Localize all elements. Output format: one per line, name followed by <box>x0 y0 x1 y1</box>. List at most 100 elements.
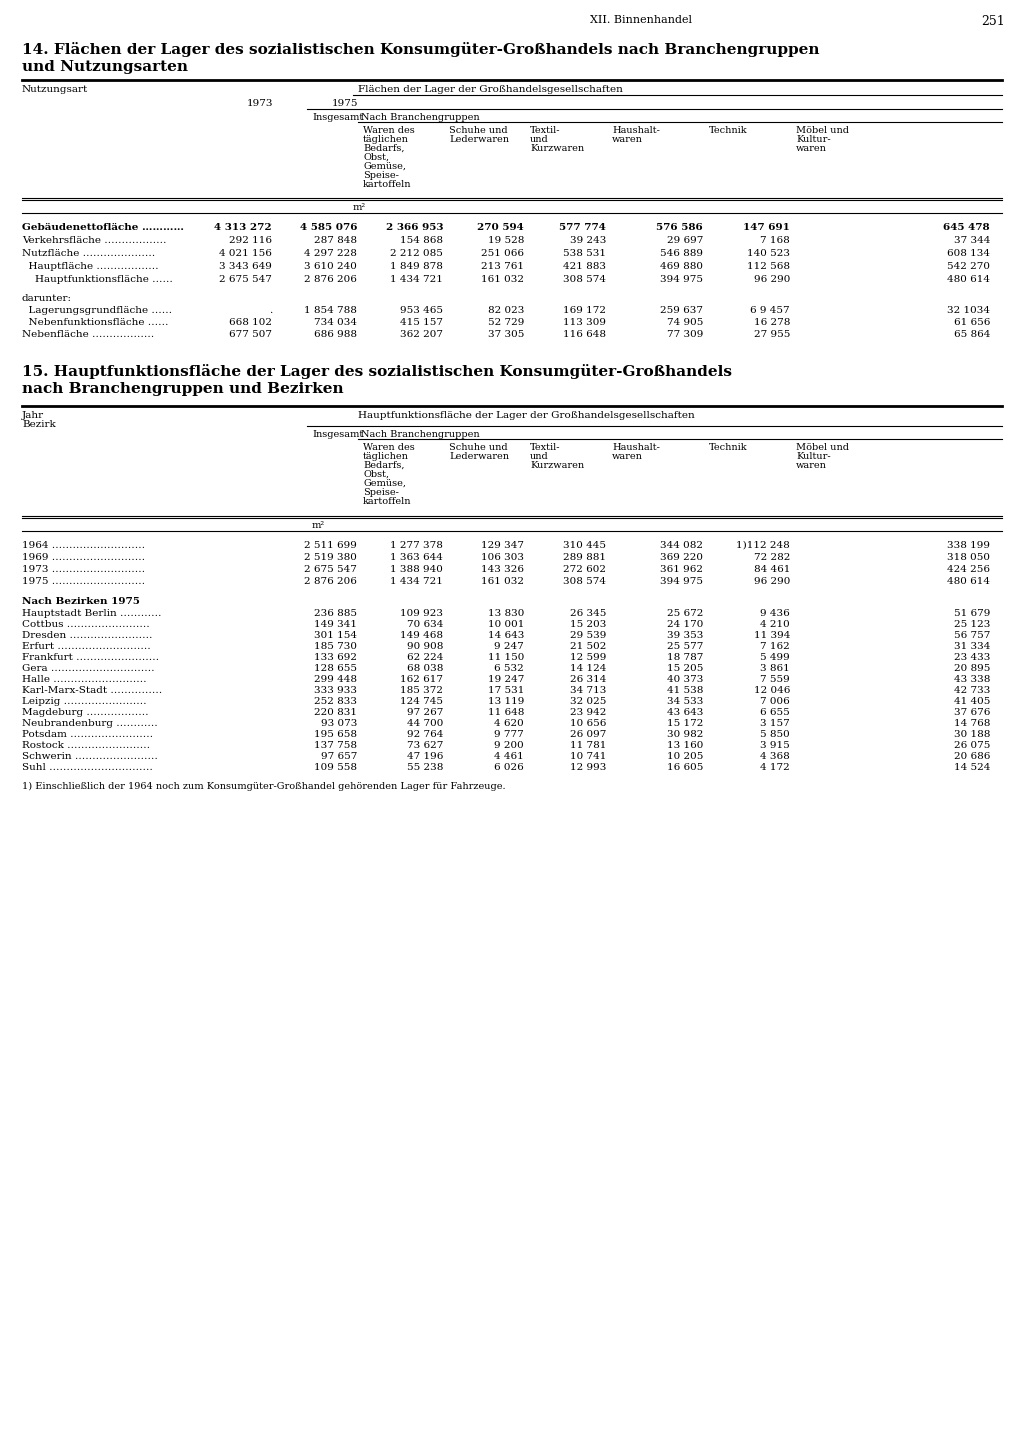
Text: Textil-: Textil- <box>530 443 560 452</box>
Text: Verkehrsfläche ………………: Verkehrsfläche ……………… <box>22 235 167 245</box>
Text: 149 468: 149 468 <box>400 631 443 640</box>
Text: 4 620: 4 620 <box>495 719 524 728</box>
Text: Hauptfunktionsfläche der Lager der Großhandelsgesellschaften: Hauptfunktionsfläche der Lager der Großh… <box>358 410 694 420</box>
Text: 140 523: 140 523 <box>746 250 790 258</box>
Text: 9 777: 9 777 <box>495 730 524 739</box>
Text: 542 270: 542 270 <box>947 263 990 271</box>
Text: 10 205: 10 205 <box>667 752 703 761</box>
Text: Haushalt-: Haushalt- <box>612 443 659 452</box>
Text: 77 309: 77 309 <box>667 330 703 339</box>
Text: 44 700: 44 700 <box>407 719 443 728</box>
Text: 3 157: 3 157 <box>760 719 790 728</box>
Text: 68 038: 68 038 <box>407 664 443 673</box>
Text: 13 119: 13 119 <box>487 697 524 706</box>
Text: 308 574: 308 574 <box>563 276 606 284</box>
Text: 16 605: 16 605 <box>667 763 703 772</box>
Text: 161 032: 161 032 <box>481 276 524 284</box>
Text: 318 050: 318 050 <box>947 552 990 563</box>
Text: Kultur-: Kultur- <box>796 135 830 144</box>
Text: 62 224: 62 224 <box>407 653 443 662</box>
Text: 147 691: 147 691 <box>743 222 790 232</box>
Text: 124 745: 124 745 <box>400 697 443 706</box>
Text: m²: m² <box>312 521 326 530</box>
Text: 93 073: 93 073 <box>321 719 357 728</box>
Text: 43 338: 43 338 <box>953 674 990 684</box>
Text: 1 434 721: 1 434 721 <box>390 276 443 284</box>
Text: 19 247: 19 247 <box>487 674 524 684</box>
Text: Jahr: Jahr <box>22 410 44 420</box>
Text: Möbel und: Möbel und <box>796 126 849 135</box>
Text: 39 353: 39 353 <box>667 631 703 640</box>
Text: 37 676: 37 676 <box>953 707 990 718</box>
Text: Magdeburg ………………: Magdeburg ……………… <box>22 707 148 718</box>
Text: 65 864: 65 864 <box>953 330 990 339</box>
Text: 5 850: 5 850 <box>760 730 790 739</box>
Text: 301 154: 301 154 <box>314 631 357 640</box>
Text: 169 172: 169 172 <box>563 306 606 316</box>
Text: 23 942: 23 942 <box>569 707 606 718</box>
Text: 34 713: 34 713 <box>569 686 606 695</box>
Text: 11 394: 11 394 <box>754 631 790 640</box>
Text: 2 876 206: 2 876 206 <box>304 577 357 585</box>
Text: 259 637: 259 637 <box>660 306 703 316</box>
Text: 421 883: 421 883 <box>563 263 606 271</box>
Text: Nebenfunktionsfläche ……: Nebenfunktionsfläche …… <box>22 319 169 327</box>
Text: 220 831: 220 831 <box>314 707 357 718</box>
Text: 116 648: 116 648 <box>563 330 606 339</box>
Text: Schwerin ……………………: Schwerin …………………… <box>22 752 158 761</box>
Text: Nach Branchengruppen: Nach Branchengruppen <box>361 113 479 122</box>
Text: 2 511 699: 2 511 699 <box>304 541 357 550</box>
Text: 1973: 1973 <box>247 99 273 108</box>
Text: 15 172: 15 172 <box>667 719 703 728</box>
Text: waren: waren <box>612 452 643 461</box>
Text: 686 988: 686 988 <box>314 330 357 339</box>
Text: 161 032: 161 032 <box>481 577 524 585</box>
Text: Gemüse,: Gemüse, <box>362 162 406 171</box>
Text: Technik: Technik <box>709 126 748 135</box>
Text: 213 761: 213 761 <box>481 263 524 271</box>
Text: 12 599: 12 599 <box>569 653 606 662</box>
Text: und Nutzungsarten: und Nutzungsarten <box>22 60 188 75</box>
Text: 344 082: 344 082 <box>660 541 703 550</box>
Text: 30 982: 30 982 <box>667 730 703 739</box>
Text: 41 405: 41 405 <box>953 697 990 706</box>
Text: Speise-: Speise- <box>362 171 399 179</box>
Text: 112 568: 112 568 <box>746 263 790 271</box>
Text: 734 034: 734 034 <box>314 319 357 327</box>
Text: 74 905: 74 905 <box>667 319 703 327</box>
Text: 251: 251 <box>981 14 1005 29</box>
Text: 677 507: 677 507 <box>229 330 272 339</box>
Text: 143 326: 143 326 <box>481 565 524 574</box>
Text: Schuhe und: Schuhe und <box>449 443 508 452</box>
Text: Lederwaren: Lederwaren <box>449 452 509 461</box>
Text: 133 692: 133 692 <box>314 653 357 662</box>
Text: 361 962: 361 962 <box>660 565 703 574</box>
Text: 70 634: 70 634 <box>407 620 443 629</box>
Text: Hauptfläche ………………: Hauptfläche ……………… <box>22 263 159 271</box>
Text: 9 247: 9 247 <box>495 641 524 651</box>
Text: 97 267: 97 267 <box>407 707 443 718</box>
Text: 480 614: 480 614 <box>947 577 990 585</box>
Text: Waren des: Waren des <box>362 126 415 135</box>
Text: Nach Branchengruppen: Nach Branchengruppen <box>361 430 479 439</box>
Text: 2 212 085: 2 212 085 <box>390 250 443 258</box>
Text: 4 585 076: 4 585 076 <box>299 222 357 232</box>
Text: 1 854 788: 1 854 788 <box>304 306 357 316</box>
Text: 576 586: 576 586 <box>656 222 703 232</box>
Text: Lagerungsgrundfläche ……: Lagerungsgrundfläche …… <box>22 306 172 316</box>
Text: 84 461: 84 461 <box>754 565 790 574</box>
Text: 7 559: 7 559 <box>760 674 790 684</box>
Text: 251 066: 251 066 <box>481 250 524 258</box>
Text: 4 210: 4 210 <box>760 620 790 629</box>
Text: 82 023: 82 023 <box>487 306 524 316</box>
Text: Potsdam ……………………: Potsdam …………………… <box>22 730 154 739</box>
Text: 26 075: 26 075 <box>953 740 990 751</box>
Text: 1964 ………………………: 1964 ……………………… <box>22 541 145 550</box>
Text: 14 643: 14 643 <box>487 631 524 640</box>
Text: 289 881: 289 881 <box>563 552 606 563</box>
Text: und: und <box>530 452 549 461</box>
Text: Nebenfläche ………………: Nebenfläche ……………… <box>22 330 155 339</box>
Text: Nutzfläche …………………: Nutzfläche ………………… <box>22 250 156 258</box>
Text: 308 574: 308 574 <box>563 577 606 585</box>
Text: 96 290: 96 290 <box>754 577 790 585</box>
